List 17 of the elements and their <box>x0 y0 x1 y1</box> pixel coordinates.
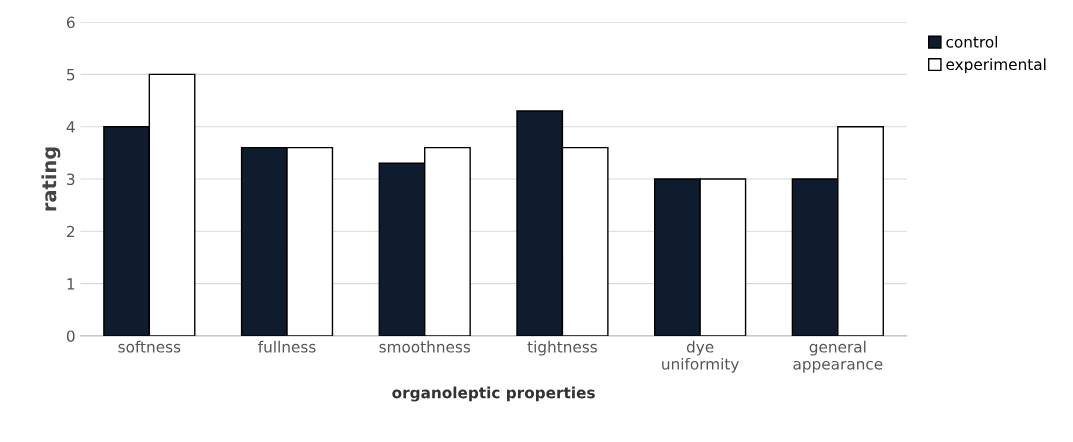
y-tick-label: 5 <box>67 69 75 81</box>
x-tick-label: fullness <box>258 340 316 353</box>
y-tick-label: 6 <box>66 16 75 29</box>
y-tick-label: 3 <box>67 173 75 186</box>
x-tick-label: dye uniformity <box>662 340 739 373</box>
x-tick-label: general appearance <box>793 340 883 373</box>
y-tick-label: 0 <box>66 330 75 342</box>
legend-label: experimental <box>946 58 1046 74</box>
y-tick-label: 1 <box>67 278 75 290</box>
y-tick-label: 2 <box>67 225 75 238</box>
x-axis-title: organoleptic properties <box>392 386 595 402</box>
x-tick-label: tightness <box>527 340 597 356</box>
y-tick-label: 4 <box>66 121 75 133</box>
x-tick-label: smoothness <box>379 340 471 353</box>
x-tick-label: softness <box>118 340 181 353</box>
legend-label: control <box>946 35 998 48</box>
y-axis-title: rating <box>41 147 61 211</box>
